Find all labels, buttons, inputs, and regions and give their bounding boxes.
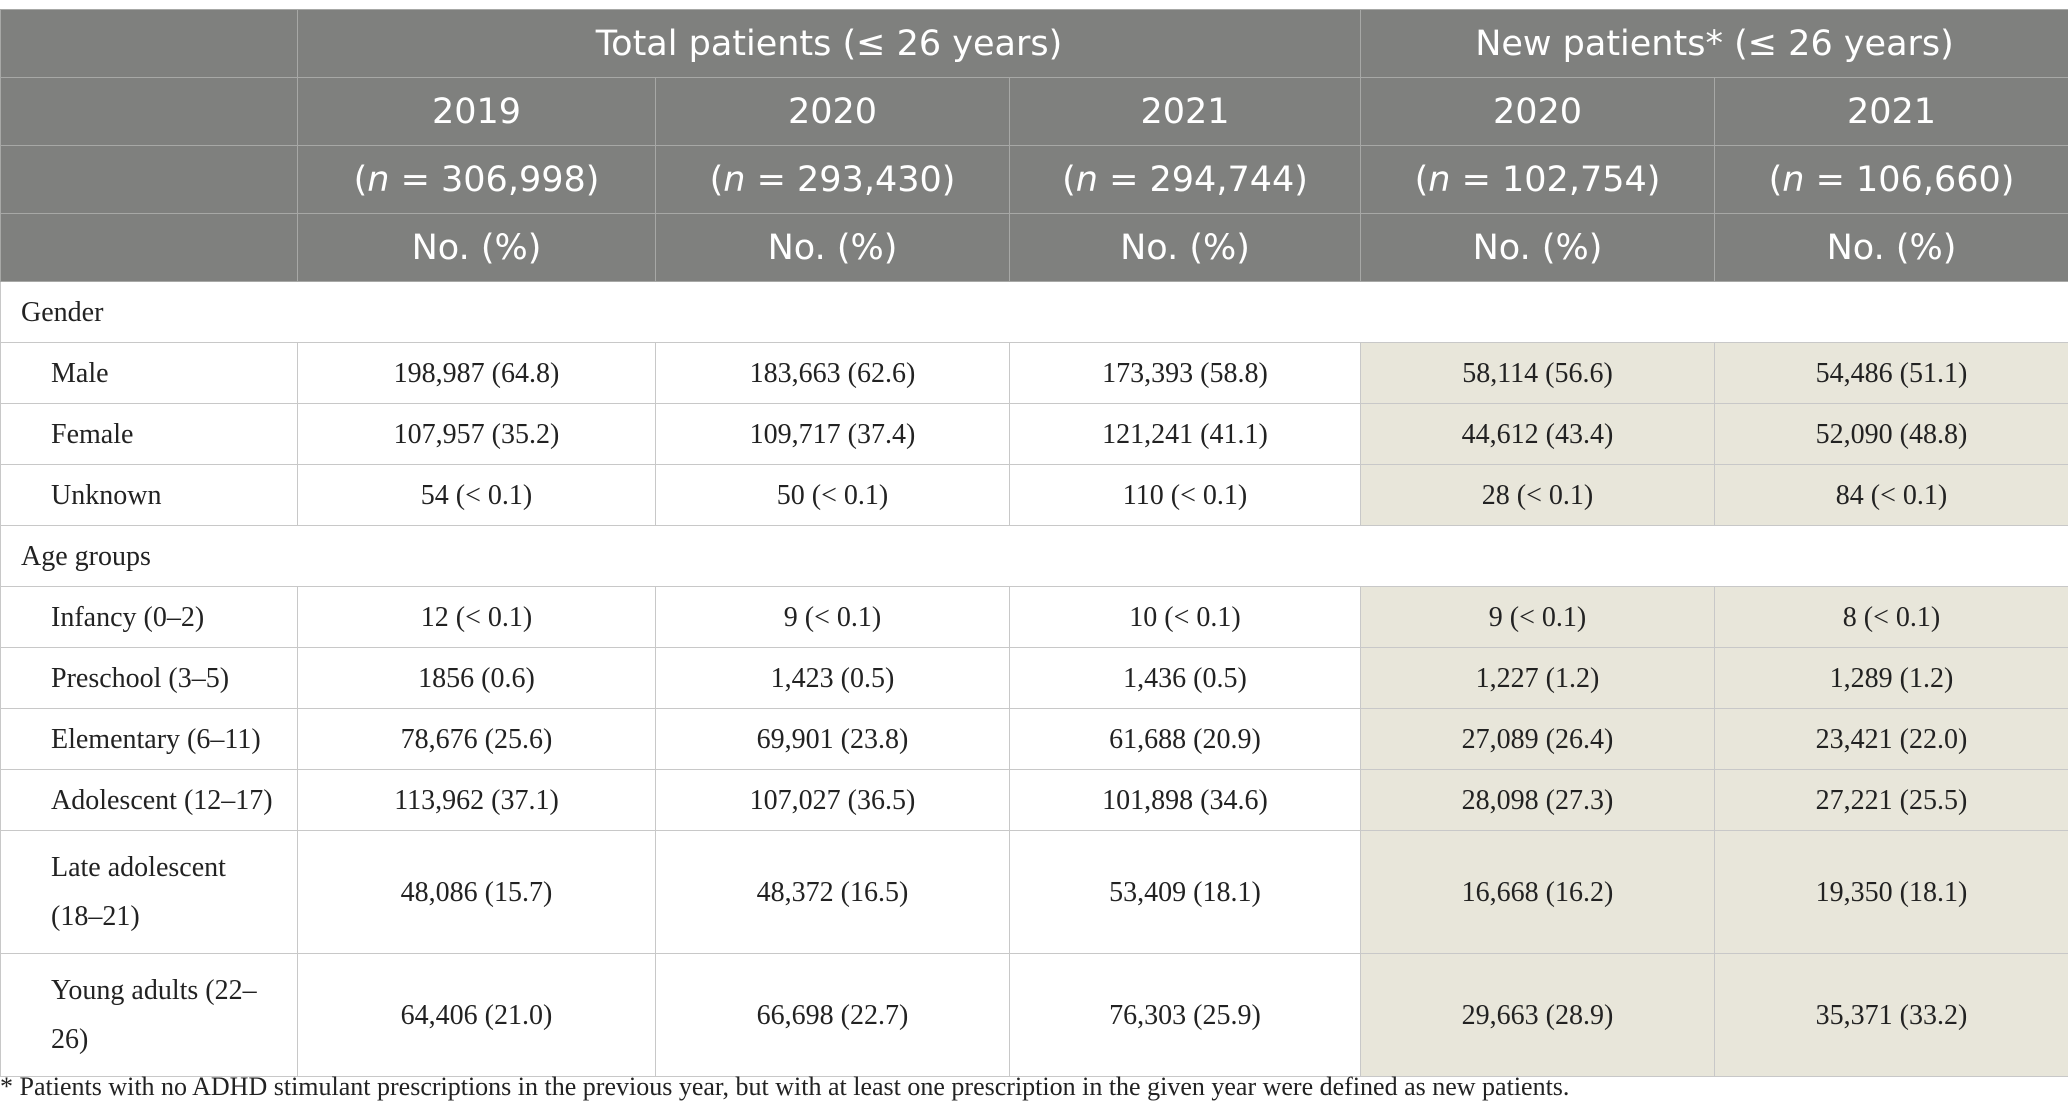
- row-label-line: Late adolescent: [51, 852, 226, 883]
- section-row-gender: Gender: [0, 281, 2068, 343]
- row-label: Infancy (0–2): [0, 586, 298, 648]
- section-title: Gender: [0, 281, 2068, 343]
- table-cell: 107,957 (35.2): [297, 403, 656, 465]
- row-label: Adolescent (12–17): [0, 769, 298, 831]
- table-cell: 28 (< 0.1): [1360, 464, 1715, 526]
- header-blank: [0, 77, 298, 146]
- table-cell: 84 (< 0.1): [1714, 464, 2068, 526]
- table-row: Infancy (0–2) 12 (< 0.1) 9 (< 0.1) 10 (<…: [0, 586, 2068, 648]
- table-cell: 64,406 (21.0): [297, 953, 656, 1077]
- table-cell: 53,409 (18.1): [1009, 830, 1361, 954]
- row-label: Preschool (3–5): [0, 647, 298, 709]
- table-cell: 76,303 (25.9): [1009, 953, 1361, 1077]
- table-cell: 48,372 (16.5): [655, 830, 1010, 954]
- table-cell: 101,898 (34.6): [1009, 769, 1361, 831]
- table-cell: 12 (< 0.1): [297, 586, 656, 648]
- row-label: Female: [0, 403, 298, 465]
- table-cell: 107,027 (36.5): [655, 769, 1010, 831]
- table-cell: 28,098 (27.3): [1360, 769, 1715, 831]
- table-cell: 48,086 (15.7): [297, 830, 656, 954]
- table-cell: 35,371 (33.2): [1714, 953, 2068, 1077]
- table-cell: 16,668 (16.2): [1360, 830, 1715, 954]
- row-label-line: Young adults (22–: [51, 975, 257, 1006]
- row-label: Late adolescent (18–21): [0, 830, 298, 954]
- table-cell: 29,663 (28.9): [1360, 953, 1715, 1077]
- table-row: Male 198,987 (64.8) 183,663 (62.6) 173,3…: [0, 342, 2068, 404]
- footnote: * Patients with no ADHD stimulant prescr…: [0, 1072, 1570, 1101]
- header-blank: [0, 9, 298, 78]
- table-cell: 109,717 (37.4): [655, 403, 1010, 465]
- table-cell: 10 (< 0.1): [1009, 586, 1361, 648]
- table-cell: 78,676 (25.6): [297, 708, 656, 770]
- table-cell: 121,241 (41.1): [1009, 403, 1361, 465]
- table-cell: 198,987 (64.8): [297, 342, 656, 404]
- header-n: (n = 294,744): [1009, 145, 1361, 214]
- table-cell: 9 (< 0.1): [1360, 586, 1715, 648]
- table-cell: 69,901 (23.8): [655, 708, 1010, 770]
- header-total-patients: Total patients (≤ 26 years): [297, 9, 1361, 78]
- table-cell: 61,688 (20.9): [1009, 708, 1361, 770]
- header-stat: No. (%): [297, 213, 656, 282]
- table-row: Unknown 54 (< 0.1) 50 (< 0.1) 110 (< 0.1…: [0, 464, 2068, 526]
- table-cell: 44,612 (43.4): [1360, 403, 1715, 465]
- table-row: Elementary (6–11) 78,676 (25.6) 69,901 (…: [0, 708, 2068, 770]
- table-cell: 9 (< 0.1): [655, 586, 1010, 648]
- table-cell: 54,486 (51.1): [1714, 342, 2068, 404]
- header-n: (n = 306,998): [297, 145, 656, 214]
- header-n: (n = 293,430): [655, 145, 1010, 214]
- patients-table: Total patients (≤ 26 years) New patients…: [0, 9, 2068, 1077]
- header-year: 2021: [1009, 77, 1361, 146]
- table-cell: 27,221 (25.5): [1714, 769, 2068, 831]
- table-cell: 1,423 (0.5): [655, 647, 1010, 709]
- table-cell: 50 (< 0.1): [655, 464, 1010, 526]
- table-cell: 27,089 (26.4): [1360, 708, 1715, 770]
- header-stat-row: No. (%) No. (%) No. (%) No. (%) No. (%): [0, 213, 2068, 282]
- table-row: Young adults (22– 26) 64,406 (21.0) 66,69…: [0, 953, 2068, 1077]
- header-year: 2021: [1714, 77, 2068, 146]
- table-cell: 110 (< 0.1): [1009, 464, 1361, 526]
- section-row-age-groups: Age groups: [0, 525, 2068, 587]
- row-label: Young adults (22– 26): [0, 953, 298, 1077]
- header-stat: No. (%): [1714, 213, 2068, 282]
- table-cell: 19,350 (18.1): [1714, 830, 2068, 954]
- header-blank: [0, 213, 298, 282]
- header-n-row: (n = 306,998) (n = 293,430) (n = 294,744…: [0, 145, 2068, 214]
- table-cell: 66,698 (22.7): [655, 953, 1010, 1077]
- table-cell: 52,090 (48.8): [1714, 403, 2068, 465]
- table-cell: 113,962 (37.1): [297, 769, 656, 831]
- header-year: 2019: [297, 77, 656, 146]
- header-stat: No. (%): [1360, 213, 1715, 282]
- table-cell: 23,421 (22.0): [1714, 708, 2068, 770]
- table-cell: 1856 (0.6): [297, 647, 656, 709]
- table-cell: 1,436 (0.5): [1009, 647, 1361, 709]
- header-blank: [0, 145, 298, 214]
- table-cell: 1,227 (1.2): [1360, 647, 1715, 709]
- table-row: Preschool (3–5) 1856 (0.6) 1,423 (0.5) 1…: [0, 647, 2068, 709]
- header-group-row: Total patients (≤ 26 years) New patients…: [0, 9, 2068, 78]
- table-cell: 58,114 (56.6): [1360, 342, 1715, 404]
- header-new-patients: New patients* (≤ 26 years): [1360, 9, 2068, 78]
- header-year: 2020: [1360, 77, 1715, 146]
- table-row: Late adolescent (18–21) 48,086 (15.7) 48,…: [0, 830, 2068, 954]
- row-label: Elementary (6–11): [0, 708, 298, 770]
- table-cell: 54 (< 0.1): [297, 464, 656, 526]
- table-cell: 1,289 (1.2): [1714, 647, 2068, 709]
- table-cell: 173,393 (58.8): [1009, 342, 1361, 404]
- header-n: (n = 102,754): [1360, 145, 1715, 214]
- header-year: 2020: [655, 77, 1010, 146]
- header-year-row: 2019 2020 2021 2020 2021: [0, 77, 2068, 146]
- section-title: Age groups: [0, 525, 2068, 587]
- header-n: (n = 106,660): [1714, 145, 2068, 214]
- row-label-line: (18–21): [51, 901, 140, 932]
- table-cell: 183,663 (62.6): [655, 342, 1010, 404]
- row-label-line: 26): [51, 1024, 89, 1055]
- header-stat: No. (%): [655, 213, 1010, 282]
- table-row: Female 107,957 (35.2) 109,717 (37.4) 121…: [0, 403, 2068, 465]
- header-stat: No. (%): [1009, 213, 1361, 282]
- row-label: Male: [0, 342, 298, 404]
- table-cell: 8 (< 0.1): [1714, 586, 2068, 648]
- row-label: Unknown: [0, 464, 298, 526]
- table-row: Adolescent (12–17) 113,962 (37.1) 107,02…: [0, 769, 2068, 831]
